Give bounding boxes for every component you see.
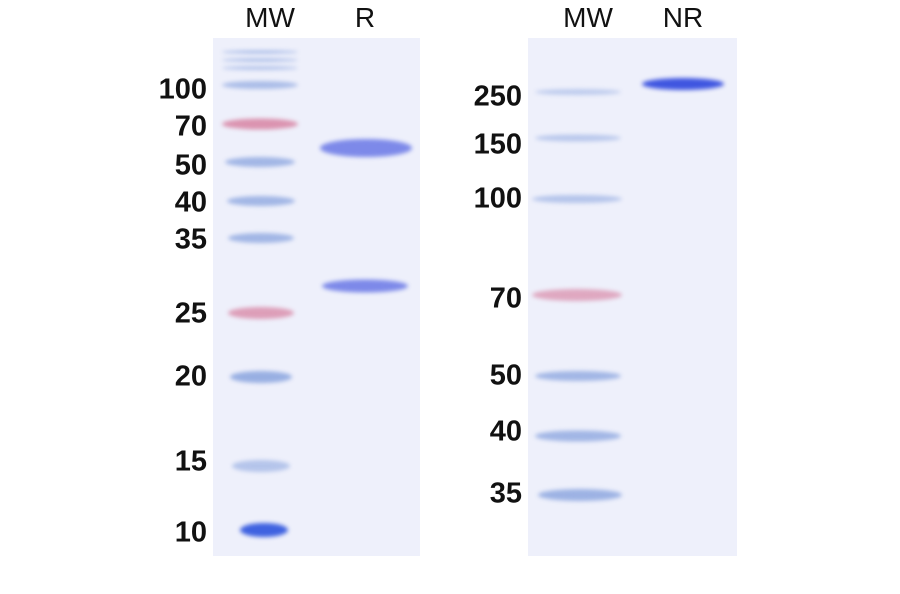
gel-band <box>642 78 724 90</box>
mw-label: 70 <box>174 110 207 143</box>
gel-band <box>532 289 622 301</box>
gel-band <box>227 196 295 206</box>
mw-label: 100 <box>158 73 207 106</box>
gel-band <box>322 279 408 293</box>
gel-band <box>535 430 621 442</box>
mw-label: 35 <box>174 223 207 256</box>
lane-header-nr: NR <box>662 2 704 33</box>
lane-header-r: R <box>354 2 376 33</box>
mw-label: 40 <box>489 415 522 448</box>
mw-label: 15 <box>174 445 207 478</box>
gel-band <box>232 460 290 472</box>
gel-band <box>222 50 298 54</box>
mw-label: 250 <box>473 80 522 113</box>
left-gel <box>213 38 420 556</box>
mw-label: 35 <box>489 477 522 510</box>
gel-band <box>222 66 298 70</box>
gel-band <box>535 89 621 95</box>
mw-label: 50 <box>489 359 522 392</box>
gel-band <box>228 233 294 243</box>
lane-header-mw-right: MW <box>563 2 613 33</box>
gel-band <box>222 118 298 130</box>
mw-label: 10 <box>174 516 207 549</box>
mw-label: 20 <box>174 360 207 393</box>
gel-band <box>535 371 621 381</box>
gel-band <box>240 523 288 537</box>
mw-label: 40 <box>174 186 207 219</box>
gel-band <box>532 195 622 203</box>
mw-label: 150 <box>473 128 522 161</box>
gel-band <box>228 307 294 319</box>
gel-band <box>320 139 412 157</box>
gel-band <box>222 58 298 62</box>
mw-label: 25 <box>174 297 207 330</box>
gel-band <box>222 81 298 89</box>
gel-band <box>230 371 292 383</box>
mw-label: 100 <box>473 182 522 215</box>
mw-label: 70 <box>489 282 522 315</box>
gel-band <box>225 157 295 167</box>
lane-header-mw-left: MW <box>245 2 295 33</box>
gel-band <box>538 489 622 501</box>
gel-band <box>535 134 621 142</box>
mw-label: 50 <box>174 149 207 182</box>
